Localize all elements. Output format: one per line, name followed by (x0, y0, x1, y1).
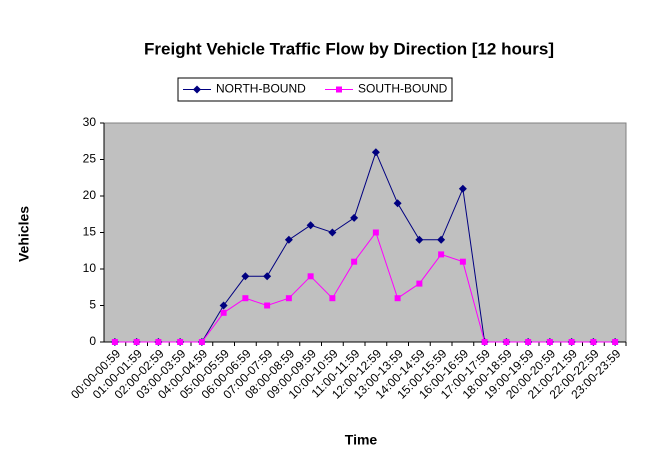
point (177, 339, 184, 345)
point (307, 273, 314, 280)
y-tick-label: 20 (83, 188, 97, 202)
point (155, 339, 162, 345)
point (458, 184, 467, 193)
point (220, 309, 227, 316)
point (503, 339, 510, 345)
point (372, 229, 379, 236)
y-tick-label: 5 (89, 298, 96, 312)
point (394, 295, 401, 302)
point (264, 302, 271, 309)
legend-label: NORTH-BOUND (216, 82, 306, 96)
y-tick-label: 15 (83, 225, 97, 239)
chart-title: Freight Vehicle Traffic Flow by Directio… (144, 39, 554, 58)
point (416, 280, 423, 287)
point (263, 272, 272, 281)
point (198, 339, 205, 345)
point (590, 339, 597, 345)
point (219, 301, 228, 310)
point (437, 235, 446, 244)
point (351, 258, 358, 265)
point (371, 148, 380, 157)
point (459, 258, 466, 265)
point (328, 228, 337, 237)
point (193, 85, 201, 94)
legend-label: SOUTH-BOUND (358, 82, 448, 96)
x-axis-label: Time (345, 432, 378, 448)
plot-area (103, 122, 627, 343)
point (525, 339, 532, 345)
point (350, 213, 359, 222)
y-tick-label: 30 (83, 115, 97, 129)
point (329, 295, 336, 302)
point (242, 295, 249, 302)
point (336, 86, 342, 93)
point (241, 272, 250, 281)
point (568, 339, 575, 345)
point (306, 221, 315, 230)
point (415, 235, 424, 244)
point (393, 199, 402, 208)
point (284, 235, 293, 244)
y-axis-label: Vehicles (16, 206, 32, 262)
y-tick-label: 10 (83, 261, 97, 275)
point (111, 339, 118, 345)
point (481, 339, 488, 345)
y-tick-label: 0 (89, 334, 96, 348)
point (546, 339, 553, 345)
legend (177, 77, 453, 102)
point (438, 251, 445, 258)
y-tick-label: 25 (83, 152, 97, 166)
point (285, 295, 292, 302)
point (133, 339, 140, 345)
point (612, 339, 619, 345)
